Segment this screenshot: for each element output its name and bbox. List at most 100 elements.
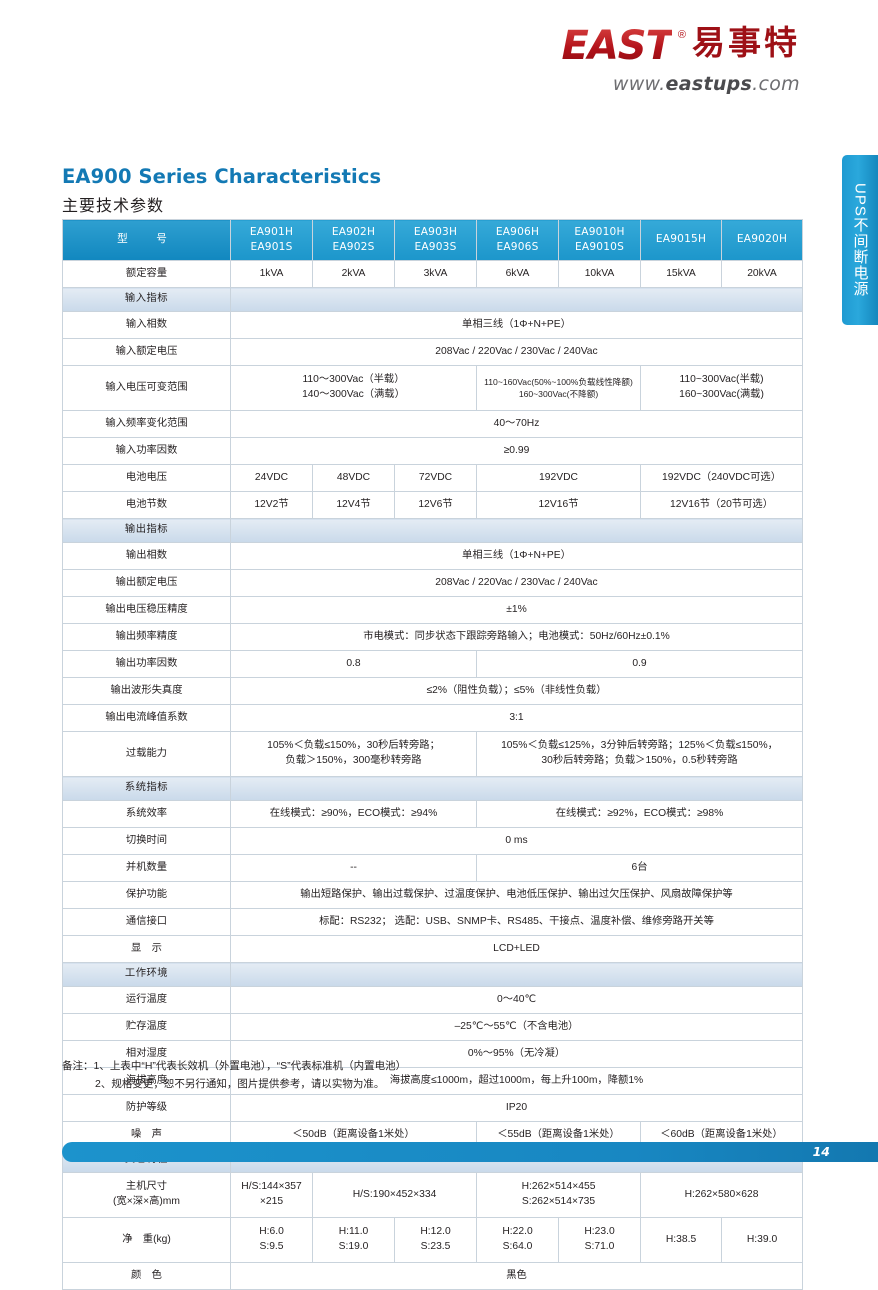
page-title-chinese: 主要技术参数 [62, 198, 165, 215]
row-value-1: 6台 [476, 854, 803, 882]
footer-bar [62, 1142, 878, 1162]
row-value-1: H/S:190×452×334 [312, 1172, 477, 1218]
row-value: ≤2%（阻性负载）；≤5%（非线性负载） [230, 677, 803, 705]
table-row: 系统效率 在线模式：≥90%，ECO模式：≥94% 在线模式：≥92%，ECO模式：… [62, 800, 803, 828]
table-row: 主机尺寸 (宽×深×高)mm H/S:144×357 ×215 H/S:190×452×… [62, 1172, 803, 1218]
footnote-2: 2、规格变更，恕不另行通知，图片提供参考，请以实物为准。 [95, 1078, 385, 1091]
url-suffix: .com [752, 73, 800, 95]
row-value-6: H:39.0 [721, 1217, 803, 1263]
row-label: 并机数量 [62, 854, 231, 882]
row-label: 颜 色 [62, 1262, 231, 1290]
section-label-0: 输入指标 [62, 287, 231, 312]
row-label: 海拔高度 [62, 1067, 231, 1095]
row-label: 输出相数 [62, 542, 231, 570]
row-label: 主机尺寸 (宽×深×高)mm [62, 1172, 231, 1218]
row-label: 运行温度 [62, 986, 231, 1014]
row-label: 通信接口 [62, 908, 231, 936]
table-row: 输出相数 单相三线（1Φ+N+PE） [62, 542, 803, 570]
row-label: 贮存温度 [62, 1013, 231, 1041]
row-label: 保护功能 [62, 881, 231, 909]
capacity-value-0: 1kVA [230, 260, 313, 288]
capacity-value-6: 20kVA [721, 260, 803, 288]
row-label: 防护等级 [62, 1094, 231, 1122]
row-value: 208Vac / 220Vac / 230Vac / 240Vac [230, 569, 803, 597]
table-row: 输出电压稳压精度 ±1% [62, 596, 803, 624]
row-value: 0～40℃ [230, 986, 803, 1014]
page-title-block: EA900 Series Characteristics 主要技术参数 [62, 165, 381, 216]
row-value-3: 12V16节 [476, 491, 641, 519]
row-value-1: 12V4节 [312, 491, 395, 519]
row-label: 相对湿度 [62, 1040, 231, 1068]
model-header-1: EA902H EA902S [312, 219, 395, 261]
row-value: ±1% [230, 596, 803, 624]
row-value: 40～70Hz [230, 410, 803, 438]
row-value-0: 110～300Vac（半载） 140～300Vac（满载） [230, 365, 477, 411]
table-section-header: 工作环境 [62, 962, 803, 987]
capacity-value-5: 15kVA [640, 260, 722, 288]
row-value-2: 110~300Vac(半载) 160~300Vac(满载) [640, 365, 803, 411]
row-label: 输入相数 [62, 311, 231, 339]
row-label: 输出频率精度 [62, 623, 231, 651]
section-label-1: 输出指标 [62, 518, 231, 543]
table-row: 净 重(kg) H:6.0 S:9.5 H:11.0 S:19.0 H:12.0 S:23.… [62, 1217, 803, 1263]
table-section-header: 输入指标 [62, 287, 803, 312]
row-value-0: H/S:144×357 ×215 [230, 1172, 313, 1218]
row-value-0: 105%＜负载≤150%，30秒后转旁路； 负载＞150%，300毫秒转旁路 [230, 731, 477, 777]
specifications-table: 型 号 EA901H EA901S EA902H EA902S EA903H EA903S E… [62, 219, 803, 1290]
brand-header: EAST ® 易事特 www.eastups.com [561, 23, 800, 95]
row-value-0: H:6.0 S:9.5 [230, 1217, 313, 1263]
row-label: 输入电压可变范围 [62, 365, 231, 411]
row-value: IP20 [230, 1094, 803, 1122]
footnotes: 备注：1、上表中“H”代表长效机（外置电池），“S”代表标准机（内置电池） 2、… [62, 1057, 406, 1094]
table-row: 通信接口 标配：RS232； 选配：USB、SNMP卡、RS485、干接点、温度补… [62, 908, 803, 936]
row-label: 系统效率 [62, 800, 231, 828]
table-row: 显 示 LCD+LED [62, 935, 803, 963]
table-row: 相对湿度 0%～95%（无冷凝） [62, 1040, 803, 1068]
table-row: 电池节数 12V2节 12V4节 12V6节 12V16节 12V16节（20节可选） [62, 491, 803, 519]
table-row: 切换时间 0 ms [62, 827, 803, 855]
model-header-5: EA9015H [640, 219, 722, 261]
row-value-4: 192VDC（240VDC可选） [640, 464, 803, 492]
row-value: 标配：RS232； 选配：USB、SNMP卡、RS485、干接点、温度补偿、维修… [230, 908, 803, 936]
row-value-1: 在线模式：≥92%，ECO模式：≥98% [476, 800, 803, 828]
capacity-value-4: 10kVA [558, 260, 641, 288]
table-row: 输入功率因数 ≥0.99 [62, 437, 803, 465]
table-body: 型 号 EA901H EA901S EA902H EA902S EA903H EA903S E… [62, 219, 803, 1290]
row-value: 208Vac / 220Vac / 230Vac / 240Vac [230, 338, 803, 366]
row-label: 输出电压稳压精度 [62, 596, 231, 624]
row-label: 输入额定电压 [62, 338, 231, 366]
row-label: 输入频率变化范围 [62, 410, 231, 438]
table-section-header: 输出指标 [62, 518, 803, 543]
table-section-header: 系统指标 [62, 776, 803, 801]
row-value: 海拔高度≤1000m，超过1000m，每上升100m，降额1% [230, 1067, 803, 1095]
row-value-2: H:12.0 S:23.5 [394, 1217, 477, 1263]
row-value-3: 192VDC [476, 464, 641, 492]
row-value: LCD+LED [230, 935, 803, 963]
row-value-0: 在线模式：≥90%，ECO模式：≥94% [230, 800, 477, 828]
table-row: 输入额定电压 208Vac / 220Vac / 230Vac / 240Vac [62, 338, 803, 366]
table-row: 过载能力 105%＜负载≤150%，30秒后转旁路； 负载＞150%，300毫秒转旁… [62, 731, 803, 777]
row-value-4: H:23.0 S:71.0 [558, 1217, 641, 1263]
logo: EAST ® 易事特 [561, 23, 800, 69]
table-row: 海拔高度 海拔高度≤1000m，超过1000m，每上升100m，降额1% [62, 1067, 803, 1095]
row-value-2: H:262×514×455 S:262×514×735 [476, 1172, 641, 1218]
row-label: 额定容量 [62, 260, 231, 288]
row-label: 输出额定电压 [62, 569, 231, 597]
model-header-6: EA9020H [721, 219, 803, 261]
footnote-1: 备注：1、上表中“H”代表长效机（外置电池），“S”代表标准机（内置电池） [62, 1060, 407, 1072]
row-value-2: 12V6节 [394, 491, 477, 519]
model-header-0: EA901H EA901S [230, 219, 313, 261]
row-label: 过载能力 [62, 731, 231, 777]
table-row: 输出功率因数 0.8 0.9 [62, 650, 803, 678]
table-row: 输出电流峰值系数 3:1 [62, 704, 803, 732]
east-wordmark: EAST [561, 23, 673, 69]
row-label: 切换时间 [62, 827, 231, 855]
row-value-1: 105%＜负载≤125%，3分钟后转旁路；125%＜负载≤150%， 30秒后转旁… [476, 731, 803, 777]
row-value-2: 72VDC [394, 464, 477, 492]
row-value-0: 24VDC [230, 464, 313, 492]
side-tab-label: UPS不间断电源 [851, 183, 869, 297]
row-value-0: -- [230, 854, 477, 882]
table-row: 输出波形失真度 ≤2%（阻性负载）；≤5%（非线性负载） [62, 677, 803, 705]
capacity-value-1: 2kVA [312, 260, 395, 288]
header-row-label: 型 号 [62, 219, 231, 261]
